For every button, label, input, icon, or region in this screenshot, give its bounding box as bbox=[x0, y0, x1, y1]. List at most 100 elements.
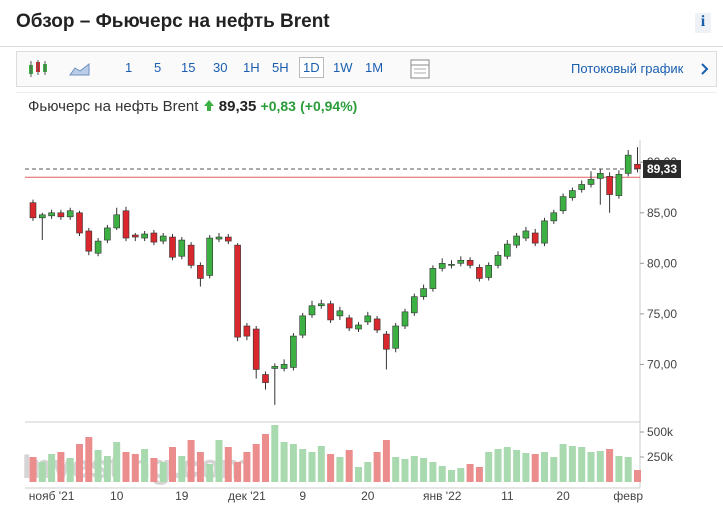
volume-bar bbox=[280, 442, 288, 482]
volume-bar bbox=[531, 454, 539, 482]
volume-bar bbox=[38, 462, 46, 482]
candle-body bbox=[206, 237, 213, 276]
volume-bar bbox=[150, 458, 158, 482]
interval-button[interactable]: 1D bbox=[299, 57, 324, 78]
volume-bar bbox=[66, 458, 74, 482]
page-title: Обзор – Фьючерс на нефть Brent bbox=[16, 11, 330, 32]
candle-body bbox=[438, 263, 446, 269]
candle-body bbox=[383, 333, 390, 350]
candle-body bbox=[48, 212, 55, 217]
candle-body bbox=[85, 230, 93, 252]
interval-button[interactable]: 1W bbox=[333, 60, 353, 75]
candle-body bbox=[159, 235, 167, 242]
interval-button[interactable]: 1M bbox=[365, 60, 384, 75]
interval-button[interactable]: 5 bbox=[154, 60, 162, 75]
candle-body bbox=[262, 374, 269, 383]
candle-body bbox=[615, 174, 623, 196]
volume-bar bbox=[85, 437, 93, 482]
x-tick-label: янв '22 bbox=[423, 489, 462, 503]
volume-bar bbox=[513, 450, 521, 482]
volume-bar bbox=[364, 462, 372, 482]
volume-tick-label: 500k bbox=[647, 425, 674, 439]
candle-body bbox=[169, 236, 176, 258]
candle-body bbox=[578, 184, 586, 190]
stream-chart-link[interactable]: Потоковый график bbox=[571, 61, 684, 76]
volume-bar bbox=[596, 451, 604, 482]
volume-bar bbox=[541, 452, 548, 482]
price: 89,35 bbox=[218, 98, 257, 115]
candle-body bbox=[503, 243, 511, 257]
volume-bar bbox=[475, 467, 483, 482]
volume-bar bbox=[57, 452, 65, 482]
volume-bar bbox=[448, 470, 455, 482]
volume-bar bbox=[103, 456, 111, 482]
candle-body bbox=[569, 190, 576, 198]
candle-body bbox=[66, 210, 74, 218]
volume-bar bbox=[317, 446, 325, 482]
last-price-label: 89,33 bbox=[647, 162, 677, 176]
volume-bar bbox=[76, 444, 83, 482]
toolbar: 1 5 15 30 1H 5H 1D 1W 1M Потоковый график bbox=[16, 51, 717, 87]
interval-button[interactable]: 5H bbox=[272, 60, 289, 75]
volume-bar bbox=[131, 454, 139, 482]
volume-bar bbox=[122, 452, 130, 482]
candle-body bbox=[187, 244, 195, 266]
volume-bar bbox=[568, 446, 576, 482]
volume-bar bbox=[159, 462, 167, 482]
candle-body bbox=[559, 196, 567, 212]
instrument-name: Фьючерс на нефть Brent bbox=[28, 98, 199, 115]
last-price-box bbox=[643, 160, 681, 179]
candle-body bbox=[225, 236, 232, 242]
x-tick-label: февр bbox=[613, 489, 643, 503]
candle-body bbox=[271, 366, 279, 369]
candle-body bbox=[429, 268, 437, 289]
y-tick-label: 75,00 bbox=[647, 307, 677, 321]
volume-bar bbox=[578, 447, 586, 482]
candle-icon[interactable] bbox=[27, 59, 49, 79]
info-button[interactable]: i bbox=[695, 13, 711, 33]
candle-body bbox=[596, 173, 604, 179]
arrow-icon[interactable] bbox=[700, 62, 710, 76]
volume-tick-label: 250k bbox=[647, 450, 674, 464]
candle-body bbox=[132, 234, 139, 238]
x-tick-label: нояб '21 bbox=[29, 489, 75, 503]
y-tick-label: 80,00 bbox=[647, 256, 677, 270]
volume-bar bbox=[215, 440, 223, 482]
candle-body bbox=[364, 315, 372, 323]
volume-bar bbox=[206, 464, 214, 482]
volume-bar bbox=[624, 457, 632, 482]
area-icon[interactable] bbox=[69, 61, 91, 77]
volume-bar bbox=[457, 468, 465, 482]
candle-body bbox=[476, 267, 483, 279]
candle-body bbox=[624, 154, 632, 174]
interval-button[interactable]: 1H bbox=[243, 60, 260, 75]
candle-body bbox=[531, 232, 539, 244]
volume-bar bbox=[224, 447, 232, 482]
volume-bar bbox=[392, 457, 400, 482]
volume-bar bbox=[29, 457, 37, 482]
candle-body bbox=[327, 303, 334, 321]
candle-body bbox=[234, 244, 241, 338]
volume-bar bbox=[308, 452, 316, 482]
candle-body bbox=[457, 259, 465, 264]
volume-bar bbox=[429, 462, 437, 482]
interval-button[interactable]: 15 bbox=[181, 60, 196, 75]
interval-button[interactable]: 30 bbox=[213, 60, 228, 75]
volume-bar bbox=[271, 425, 279, 482]
candle-body bbox=[336, 310, 344, 317]
volume-bar bbox=[94, 450, 102, 482]
candle-body bbox=[104, 227, 111, 241]
table-icon[interactable] bbox=[409, 58, 431, 80]
volume-bar bbox=[634, 470, 641, 482]
interval-button[interactable]: 1 bbox=[125, 60, 133, 75]
volume-bar bbox=[587, 452, 595, 482]
candle-body bbox=[401, 311, 409, 327]
quote-line: Фьючерс на нефть Brent 89,35 +0,83 (+0,9… bbox=[28, 98, 357, 115]
candle-body bbox=[57, 212, 65, 218]
candle-body bbox=[290, 335, 297, 368]
candle-body bbox=[29, 202, 37, 219]
x-tick-label: 11 bbox=[501, 489, 514, 503]
x-tick-label: 10 bbox=[110, 489, 124, 503]
candle-body bbox=[587, 179, 595, 185]
